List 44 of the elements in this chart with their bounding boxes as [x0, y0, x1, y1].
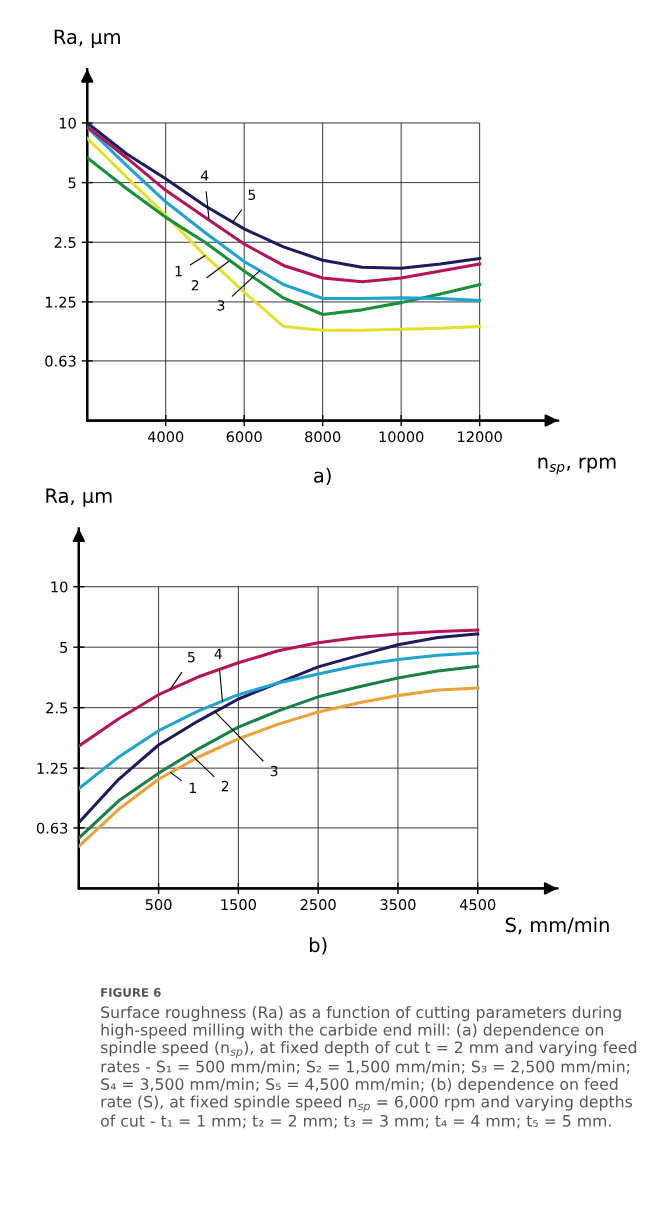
y-tick-label: 5	[60, 642, 68, 653]
annotation: 2	[221, 780, 229, 792]
y-tick-label: 2.5	[54, 236, 76, 249]
x-tick-label: 10000	[379, 431, 424, 443]
x-tick-label: 4500	[459, 899, 496, 911]
annotation: 5	[188, 652, 195, 663]
y-tick-label: 10	[51, 581, 68, 593]
x-tick-label: 4000	[147, 431, 184, 443]
y-tick-label: 1.25	[37, 762, 68, 774]
line-series	[87, 136, 482, 332]
x-tick-label: 8000	[305, 431, 341, 443]
caption: FIGURE 6	[101, 987, 161, 997]
y-tick-label: 0.63	[36, 822, 68, 834]
annotation: 5	[248, 189, 256, 201]
annotation: 3	[217, 300, 225, 311]
x-tick-label: 3500	[380, 899, 416, 911]
annotation: 3	[270, 765, 278, 777]
x-tick-label: 2500	[300, 899, 336, 911]
y-tick-label: 0.63	[45, 355, 76, 367]
text: b)	[309, 937, 327, 955]
y-tick-label: 2.5	[46, 702, 68, 714]
line-series	[78, 628, 480, 748]
annotation: 1	[175, 266, 182, 277]
y-axis-title: Ra, μm	[54, 29, 120, 48]
x-tick-label: 6000	[226, 431, 262, 443]
line-series	[78, 632, 480, 825]
x-tick-label: 12000	[458, 431, 502, 443]
y-tick-label: 1.25	[45, 296, 76, 308]
y-tick-label: 10	[59, 117, 76, 129]
annotation: 1	[189, 782, 196, 793]
annotation: 2	[191, 280, 199, 291]
y-tick-label: 5	[68, 177, 76, 189]
x-tick-label: 1500	[221, 899, 256, 911]
annotation: 4	[214, 648, 222, 659]
line-series	[78, 664, 480, 840]
x-tick-label: 500	[145, 899, 172, 911]
line-series	[78, 686, 480, 848]
annotation: 4	[200, 170, 209, 181]
y-axis-title: Ra, μm	[46, 488, 112, 507]
x-axis-title: n$_{sp}$, rpm	[538, 457, 616, 475]
line-series	[87, 156, 482, 317]
text: Surface roughness (Ra) as a function of cutting parameters during high-speed milling with the carbide end mill: (a) dependence on spindle speed (n$_{sp}$), at fixed depth of cut t = 2 mm and varying feed rates - S₁ = 500 mm/min; S₂ = 1,500 mm/min; S₃ = 2,500 mm/min; S₄ = 3,500 mm/min; S₅ = 4,500 mm/min; (b) dependence on feed rate (S), at fixed spindle speed n$_{sp}$ = 6,000 rpm and varying depths of cut - t₁ = 1 mm; t₂ = 2 mm; t₃ = 3 mm; t₄ = 4 mm; t₅ = 5 mm.	[100, 1005, 637, 1129]
x-axis-title: S, mm/min	[505, 917, 609, 935]
text: a)	[314, 467, 331, 486]
